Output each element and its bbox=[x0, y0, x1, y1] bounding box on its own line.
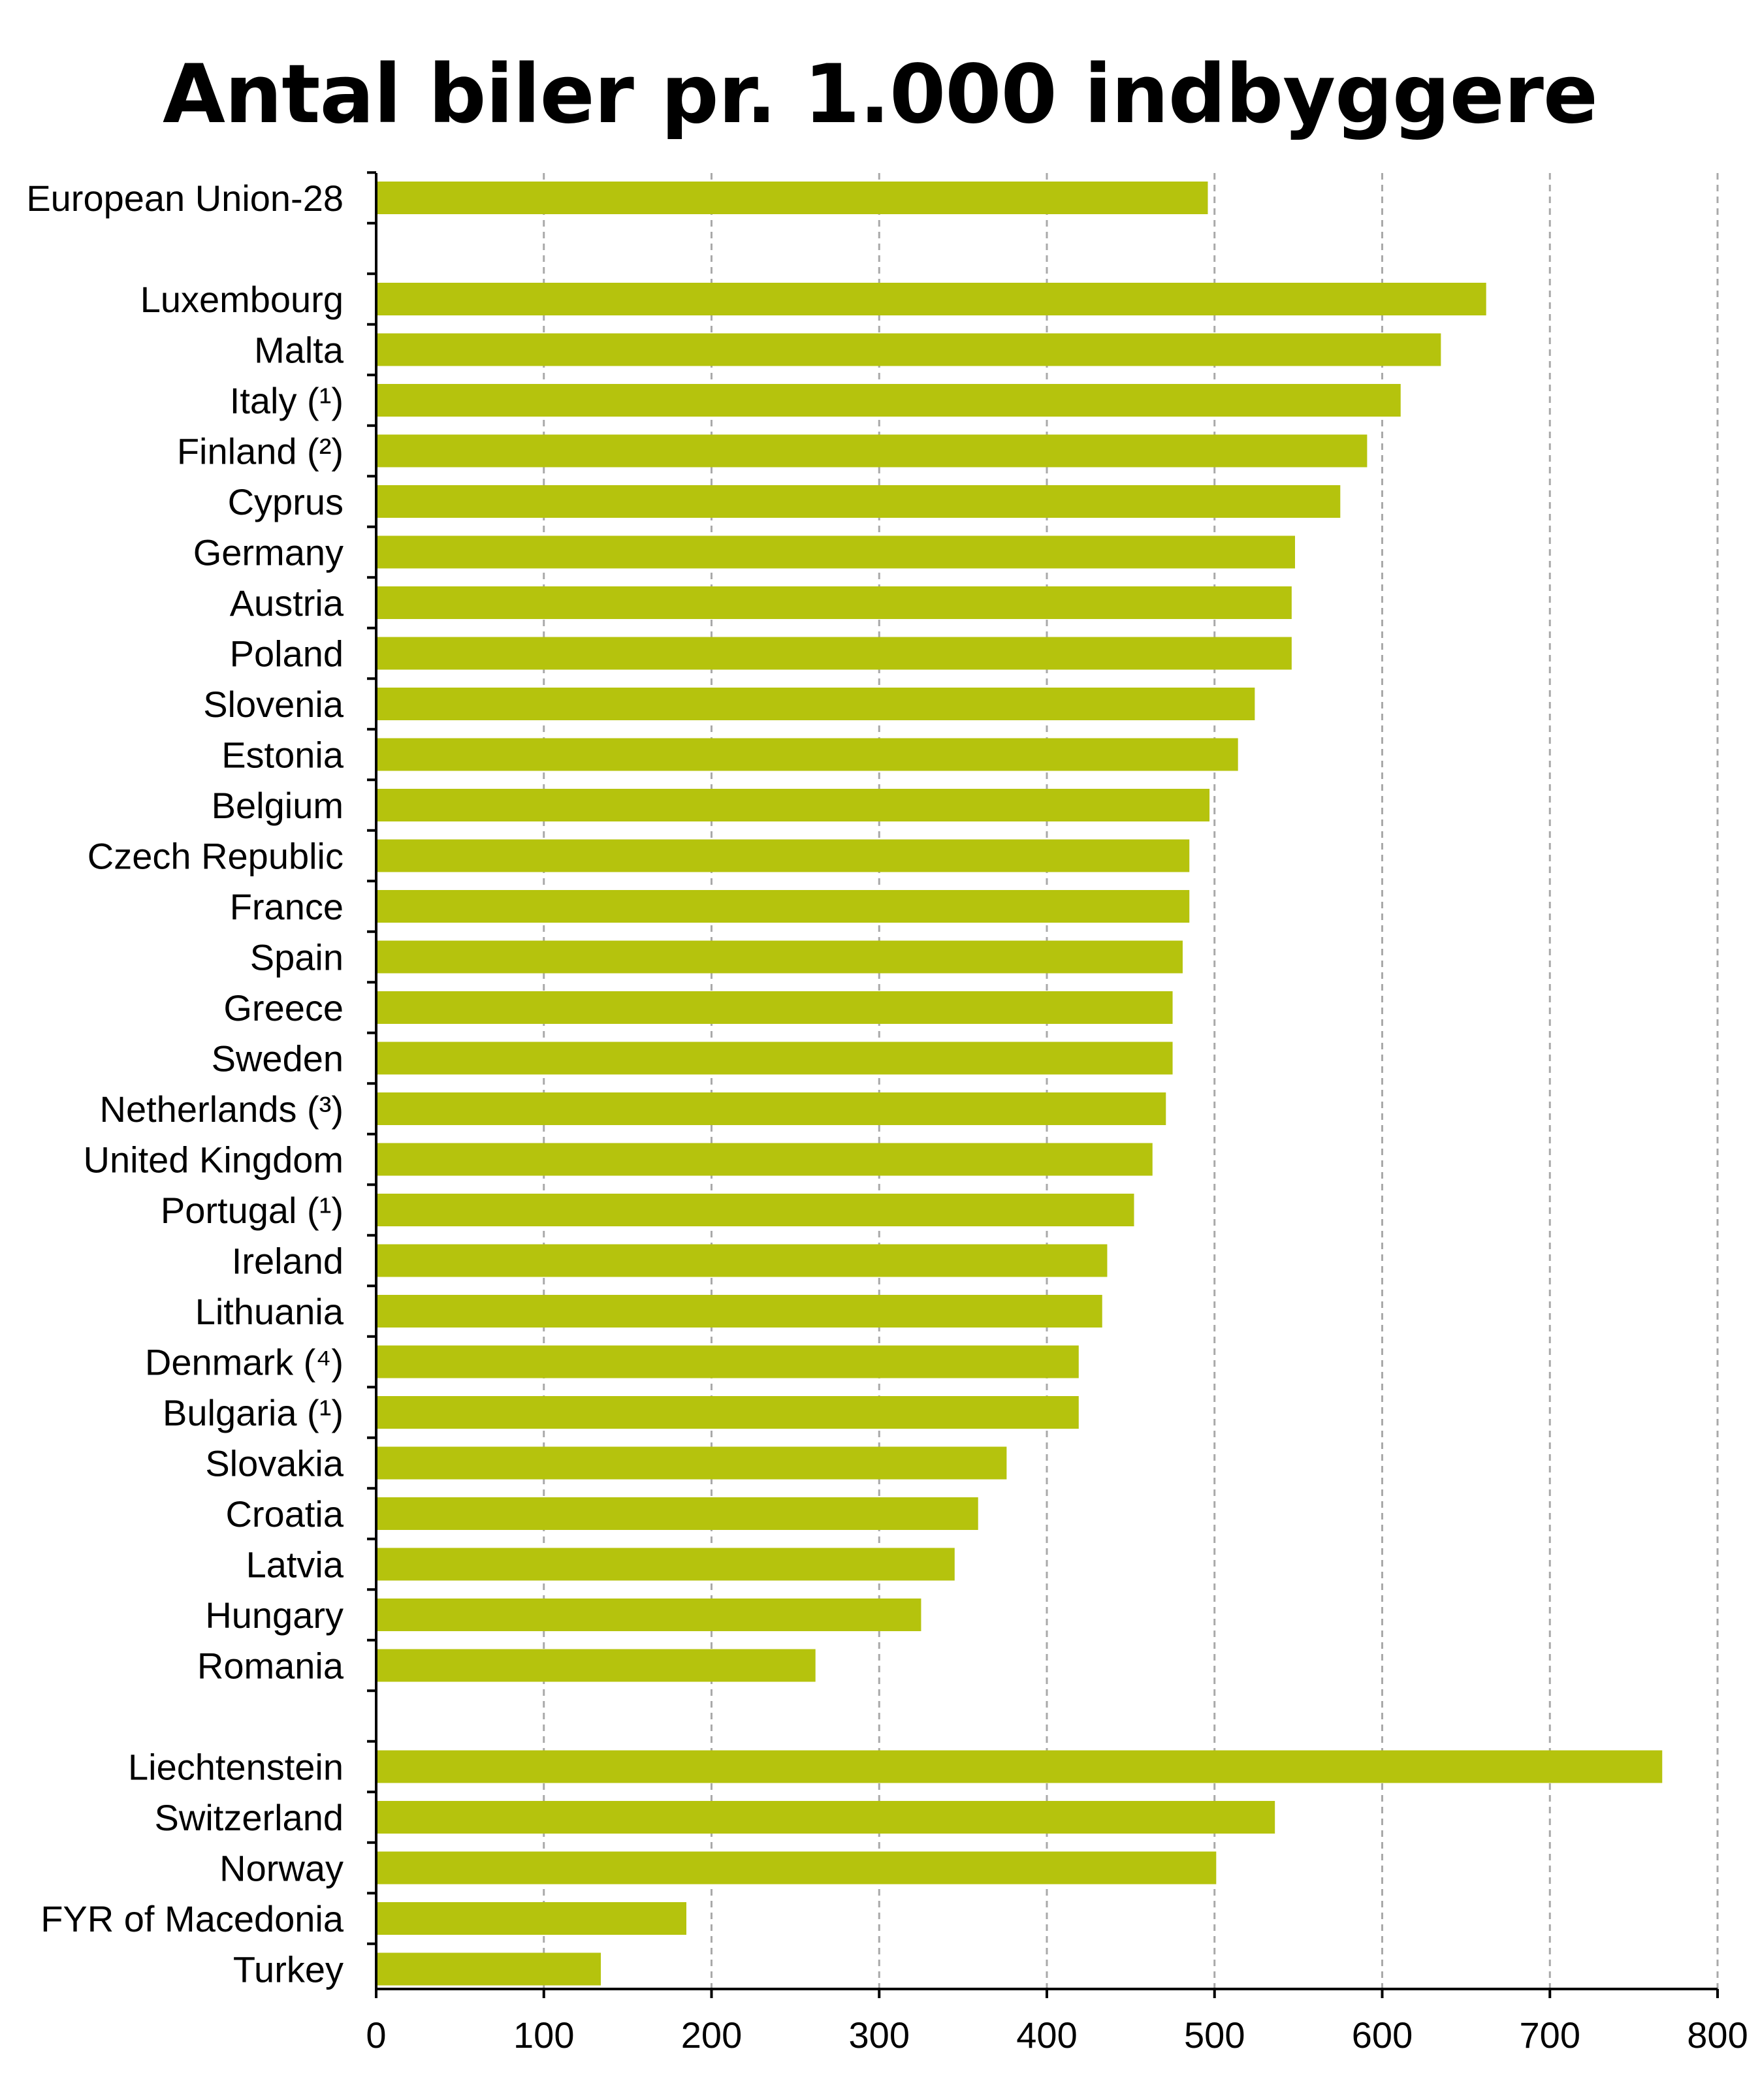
category-label: Greece bbox=[223, 987, 344, 1028]
category-label: Czech Republic bbox=[88, 836, 344, 877]
bar-netherlands bbox=[377, 1092, 1166, 1125]
bar-luxembourg bbox=[377, 283, 1486, 315]
bar-hungary bbox=[377, 1599, 921, 1631]
category-label: FYR of Macedonia bbox=[40, 1898, 344, 1939]
bar-latvia bbox=[377, 1548, 955, 1581]
bar-cyprus bbox=[377, 485, 1341, 518]
category-label: United Kingdom bbox=[84, 1139, 344, 1181]
category-label: Malta bbox=[254, 330, 344, 371]
bar-belgium bbox=[377, 789, 1210, 821]
x-tick-label: 100 bbox=[513, 2014, 574, 2056]
bar-sweden bbox=[377, 1042, 1173, 1075]
bar-finland bbox=[377, 434, 1368, 468]
bar-czech-republic bbox=[377, 839, 1190, 872]
category-label: France bbox=[230, 886, 344, 927]
x-tick-label: 0 bbox=[366, 2014, 386, 2056]
bar-european-union-28 bbox=[377, 182, 1208, 214]
category-label: Sweden bbox=[212, 1038, 344, 1079]
axes bbox=[367, 171, 1719, 1998]
bar-norway bbox=[377, 1851, 1217, 1885]
category-label: Latvia bbox=[246, 1544, 344, 1585]
category-label: Finland (²) bbox=[177, 431, 344, 472]
bar-slovakia bbox=[377, 1446, 1007, 1480]
bar-bulgaria bbox=[377, 1396, 1079, 1429]
category-label: Romania bbox=[197, 1646, 344, 1687]
bar-france bbox=[377, 890, 1190, 923]
category-label: Slovenia bbox=[203, 684, 344, 725]
chart-title: Antal biler pr. 1.000 indbyggere bbox=[163, 48, 1598, 142]
category-label: Spain bbox=[250, 937, 344, 978]
bar-italy bbox=[377, 384, 1401, 417]
category-label: Germany bbox=[193, 532, 344, 573]
x-tick-label: 600 bbox=[1352, 2014, 1413, 2056]
category-label: Cyprus bbox=[228, 481, 344, 522]
bar-denmark bbox=[377, 1345, 1079, 1378]
bar-liechtenstein bbox=[377, 1750, 1663, 1783]
x-tick-label: 500 bbox=[1184, 2014, 1245, 2056]
x-tick-label: 400 bbox=[1016, 2014, 1077, 2056]
bar-spain bbox=[377, 940, 1183, 974]
bar-estonia bbox=[377, 738, 1238, 771]
category-label: Slovakia bbox=[205, 1443, 344, 1484]
x-tick-label: 700 bbox=[1520, 2014, 1580, 2056]
tick-labels: 0 100 200 300 400 500 600 700 800 bbox=[366, 2014, 1748, 2056]
category-label: Luxembourg bbox=[140, 279, 344, 320]
bar-switzerland bbox=[377, 1801, 1275, 1834]
bar-austria bbox=[377, 586, 1292, 619]
bar-romania bbox=[377, 1649, 816, 1682]
category-label: Denmark (⁴) bbox=[145, 1342, 344, 1383]
category-label: Italy (¹) bbox=[230, 380, 344, 421]
category-label: Poland bbox=[230, 633, 344, 675]
category-label: Netherlands (³) bbox=[100, 1089, 344, 1130]
bar-lithuania bbox=[377, 1295, 1102, 1328]
category-label: Ireland bbox=[232, 1241, 344, 1282]
gridlines bbox=[543, 173, 1719, 1989]
bar-united-kingdom bbox=[377, 1143, 1153, 1176]
bar-turkey bbox=[377, 1952, 601, 1986]
bar-fyr-of-macedonia bbox=[377, 1902, 686, 1935]
x-tick-label: 800 bbox=[1687, 2014, 1748, 2056]
category-label: Bulgaria (¹) bbox=[163, 1392, 344, 1433]
category-labels: European Union-28 Luxembourg Malta Italy (¹… bbox=[26, 178, 344, 1990]
category-label: European Union-28 bbox=[26, 178, 344, 219]
bars bbox=[377, 182, 1663, 1986]
x-tick-label: 300 bbox=[849, 2014, 910, 2056]
category-label: Hungary bbox=[205, 1595, 344, 1636]
category-label: Estonia bbox=[221, 735, 344, 776]
category-label: Liechtenstein bbox=[128, 1747, 344, 1788]
category-label: Lithuania bbox=[195, 1291, 344, 1332]
category-label: Turkey bbox=[233, 1949, 344, 1990]
category-label: Croatia bbox=[225, 1493, 344, 1535]
bar-portugal bbox=[377, 1194, 1134, 1226]
bar-greece bbox=[377, 991, 1173, 1024]
bar-poland bbox=[377, 637, 1292, 670]
bar-slovenia bbox=[377, 688, 1255, 720]
category-label: Norway bbox=[219, 1848, 344, 1889]
bar-ireland bbox=[377, 1244, 1108, 1277]
bar-germany bbox=[377, 535, 1295, 569]
category-label: Belgium bbox=[212, 785, 344, 826]
x-tick-label: 200 bbox=[681, 2014, 742, 2056]
category-label: Austria bbox=[230, 582, 344, 624]
bar-croatia bbox=[377, 1497, 978, 1530]
category-label: Switzerland bbox=[155, 1797, 344, 1838]
category-label: Portugal (¹) bbox=[161, 1190, 344, 1231]
bar-malta bbox=[377, 333, 1441, 366]
